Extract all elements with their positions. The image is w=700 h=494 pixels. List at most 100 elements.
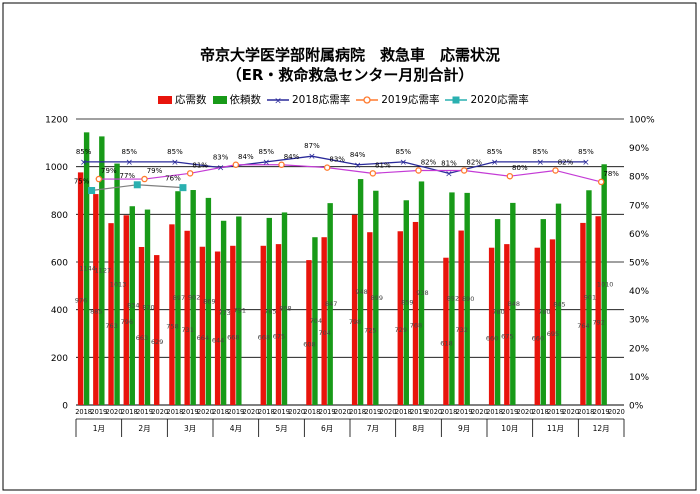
x-year-label: 2020	[288, 408, 305, 416]
x-year-label: 2018	[212, 408, 229, 416]
rate2019-marker	[369, 170, 377, 177]
legend-marker-rate2018: ×	[267, 96, 289, 105]
bar-accepted	[321, 237, 327, 405]
y-left-tick-label: 200	[51, 354, 68, 364]
legend-item-accepted: 応需数	[158, 92, 207, 107]
rate2019-label: 82%	[421, 158, 437, 166]
bar-accepted	[549, 239, 556, 405]
legend-item-rate2019: 2019応需率	[356, 92, 439, 107]
y-right-tick-label: 100%	[629, 116, 655, 126]
rate2019-label: 82%	[466, 158, 482, 166]
x-year-label: 2019	[136, 408, 153, 416]
bar-label-accepted: 704	[318, 329, 330, 337]
bar-label-requested: 1144	[79, 265, 96, 273]
bar-label-accepted: 664	[197, 334, 209, 342]
rate2020-label: 77%	[119, 172, 135, 180]
x-month-label: 12月	[593, 424, 610, 433]
rate2018-label: 81%	[441, 159, 457, 167]
bar-accepted	[214, 251, 221, 405]
x-year-label: 2020	[471, 408, 488, 416]
rate2019-marker	[278, 161, 285, 169]
bar-requested	[220, 220, 227, 405]
x-year-label: 2019	[456, 408, 473, 416]
x-year-label: 2019	[364, 408, 381, 416]
bar-requested	[510, 202, 516, 405]
bar-label-accepted: 668	[227, 333, 239, 341]
bar-label-accepted: 629	[151, 338, 163, 346]
bar-requested	[312, 237, 318, 405]
chart-title: 帝京大学医学部附属病院 救急車 応需状況	[199, 46, 500, 64]
x-year-label: 2018	[121, 408, 138, 416]
bar-requested	[144, 209, 151, 405]
bar-requested	[601, 164, 607, 405]
bar-accepted	[184, 230, 190, 405]
rate2020-marker	[179, 184, 187, 192]
x-year-label: 2019	[227, 408, 244, 416]
y-left-tick-label: 400	[51, 306, 68, 316]
y-right-tick-label: 30%	[629, 316, 649, 326]
rate2018-label: 85%	[395, 148, 411, 156]
bar-requested	[555, 203, 562, 405]
legend-label-accepted: 応需数	[175, 94, 207, 106]
bar-accepted	[504, 244, 510, 405]
x-year-label: 2019	[501, 408, 518, 416]
bar-accepted	[275, 244, 282, 405]
chart-subtitle: （ER・救命救急センター月別合計）	[226, 66, 474, 84]
rate2018-marker: ×	[80, 158, 88, 168]
x-month-label: 8月	[412, 424, 424, 433]
bar-label-requested: 791	[234, 307, 246, 315]
bar-requested	[236, 216, 242, 405]
bar-label-accepted: 792	[592, 319, 604, 327]
bar-accepted	[488, 247, 495, 405]
x-year-label: 2019	[182, 408, 199, 416]
bar-label-accepted: 675	[273, 333, 285, 341]
bar-requested	[114, 163, 120, 405]
x-year-label: 2020	[517, 408, 534, 416]
bar-label-requested: 899	[371, 294, 383, 302]
x-year-label: 2018	[532, 408, 549, 416]
y-right-tick-label: 80%	[629, 173, 649, 183]
x-year-label: 2018	[441, 408, 458, 416]
bar-label-accepted: 660	[532, 334, 544, 342]
x-month-label: 7月	[367, 424, 379, 433]
rate2018-marker: ×	[537, 158, 545, 168]
bar-label-requested: 1013	[110, 280, 127, 288]
x-year-label: 2019	[90, 408, 107, 416]
rate2018-marker: ×	[126, 158, 134, 168]
x-year-label: 2018	[486, 408, 503, 416]
rate2020-label: 75%	[74, 178, 90, 186]
rate2018-label: 85%	[76, 148, 92, 156]
bar-accepted	[351, 214, 358, 405]
bar-label-accepted: 729	[395, 326, 407, 334]
x-year-label: 2019	[410, 408, 427, 416]
bar-requested	[327, 203, 333, 405]
rate2019-label: 84%	[284, 153, 300, 161]
x-year-label: 2019	[593, 408, 610, 416]
x-year-label: 2019	[273, 408, 290, 416]
x-year-label: 2020	[106, 408, 123, 416]
bar-label-requested: 780	[492, 308, 504, 316]
bar-label-accepted: 798	[349, 318, 361, 326]
rate2018-label: 85%	[121, 148, 137, 156]
bar-requested	[266, 217, 272, 405]
legend-label-rate2018: 2018応需率	[292, 94, 351, 106]
legend-item-rate2020: 2020応需率	[445, 92, 529, 107]
y-right-tick-label: 0%	[629, 402, 644, 412]
bar-accepted	[534, 247, 540, 405]
bar-label-accepted: 644	[212, 336, 224, 344]
x-month-label: 1月	[93, 424, 105, 433]
x-year-label: 2020	[425, 408, 442, 416]
bar-label-accepted: 731	[181, 326, 193, 334]
bar-accepted	[108, 223, 114, 405]
rate2019-marker	[323, 164, 331, 171]
bar-label-accepted: 675	[501, 333, 513, 341]
x-month-label: 2月	[138, 424, 150, 433]
rate2019-label: 84%	[238, 153, 254, 161]
bar-accepted	[306, 260, 312, 405]
rate2018-label: 87%	[304, 142, 320, 150]
bar-accepted	[199, 246, 206, 405]
bar-label-accepted: 695	[547, 330, 559, 338]
bar-accepted	[93, 194, 99, 405]
rate2019-label: 81%	[192, 161, 208, 169]
legend-item-rate2018: × 2018応需率	[267, 92, 350, 107]
